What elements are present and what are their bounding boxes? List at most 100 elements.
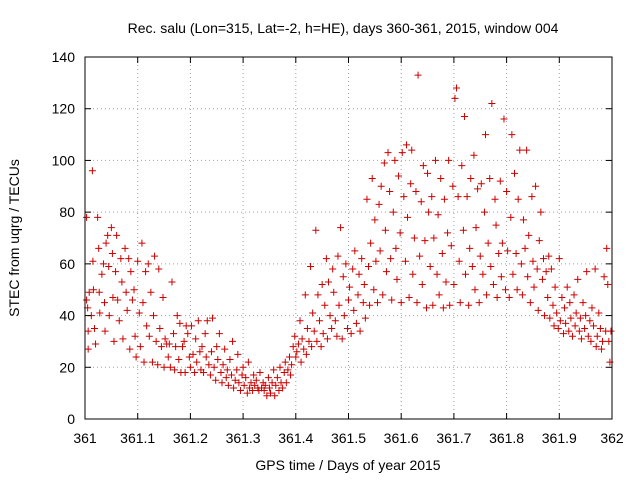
data-point — [143, 322, 151, 330]
data-point — [99, 260, 107, 268]
data-point — [155, 265, 163, 273]
data-point — [545, 252, 553, 260]
data-point — [152, 337, 160, 345]
data-point — [514, 195, 522, 203]
data-point — [566, 299, 574, 307]
data-point — [300, 345, 308, 353]
data-point — [500, 115, 508, 123]
data-point — [140, 358, 148, 366]
data-point — [265, 384, 273, 392]
data-point — [553, 309, 561, 317]
data-point — [108, 250, 116, 258]
data-point — [142, 268, 150, 276]
data-point — [113, 231, 121, 239]
data-point — [243, 389, 251, 397]
data-point — [365, 262, 373, 270]
data-point — [379, 291, 387, 299]
x-tick-label: 361.3 — [226, 430, 261, 446]
data-point — [134, 257, 142, 265]
data-point — [301, 291, 309, 299]
data-point — [178, 343, 186, 351]
data-point — [139, 299, 147, 307]
data-point — [351, 247, 359, 255]
data-point — [305, 337, 313, 345]
data-point — [309, 309, 317, 317]
data-point — [291, 332, 299, 340]
data-point — [275, 387, 283, 395]
data-points — [83, 71, 615, 400]
data-point — [114, 296, 122, 304]
data-point — [154, 361, 162, 369]
data-point — [219, 361, 227, 369]
data-point — [426, 262, 434, 270]
data-point — [504, 247, 512, 255]
data-point — [324, 278, 332, 286]
data-point — [491, 195, 499, 203]
data-point — [588, 304, 596, 312]
data-point — [238, 371, 246, 379]
data-point — [128, 296, 136, 304]
data-point — [371, 216, 379, 224]
data-point — [244, 358, 252, 366]
data-point — [356, 327, 364, 335]
data-point — [439, 304, 447, 312]
data-point — [474, 185, 482, 193]
data-point — [507, 213, 515, 221]
data-point — [287, 371, 295, 379]
data-point — [525, 231, 533, 239]
x-tick-label: 361.5 — [331, 430, 366, 446]
data-point — [593, 332, 601, 340]
data-point — [213, 343, 221, 351]
data-point — [317, 343, 325, 351]
data-point — [209, 314, 217, 322]
data-point — [130, 286, 138, 294]
y-tick-label: 0 — [67, 411, 75, 427]
data-point — [479, 270, 487, 278]
data-point — [264, 374, 272, 382]
data-point — [607, 327, 615, 335]
data-point — [579, 299, 587, 307]
data-point — [330, 288, 338, 296]
data-point — [205, 361, 213, 369]
data-point — [547, 265, 555, 273]
data-point — [419, 162, 427, 170]
data-point — [372, 257, 380, 265]
data-point — [556, 317, 564, 325]
data-point — [425, 208, 433, 216]
data-point — [373, 299, 381, 307]
data-point — [483, 291, 491, 299]
data-point — [288, 361, 296, 369]
data-point — [313, 337, 321, 345]
data-point — [268, 379, 276, 387]
y-tick-label: 140 — [52, 49, 76, 65]
data-point — [184, 330, 192, 338]
data-point — [486, 175, 494, 183]
data-point — [471, 286, 479, 294]
data-point — [488, 100, 496, 108]
data-point — [410, 234, 418, 242]
data-point — [512, 250, 520, 258]
data-point — [416, 252, 424, 260]
data-point — [318, 281, 326, 289]
data-point — [271, 392, 279, 400]
data-point — [453, 84, 461, 92]
data-point — [561, 304, 569, 312]
data-point — [567, 314, 575, 322]
x-tick-label: 361.6 — [384, 430, 419, 446]
data-point — [280, 368, 288, 376]
data-point — [558, 293, 566, 301]
data-point — [109, 293, 117, 301]
data-point — [590, 322, 598, 330]
data-point — [391, 156, 399, 164]
data-point — [119, 335, 127, 343]
data-point — [175, 356, 183, 364]
data-point — [529, 257, 537, 265]
data-point — [555, 255, 563, 263]
data-point — [206, 371, 214, 379]
data-point — [201, 330, 209, 338]
data-point — [546, 314, 554, 322]
data-point — [92, 340, 100, 348]
data-point — [214, 356, 222, 364]
data-point — [350, 306, 358, 314]
data-point — [359, 299, 367, 307]
